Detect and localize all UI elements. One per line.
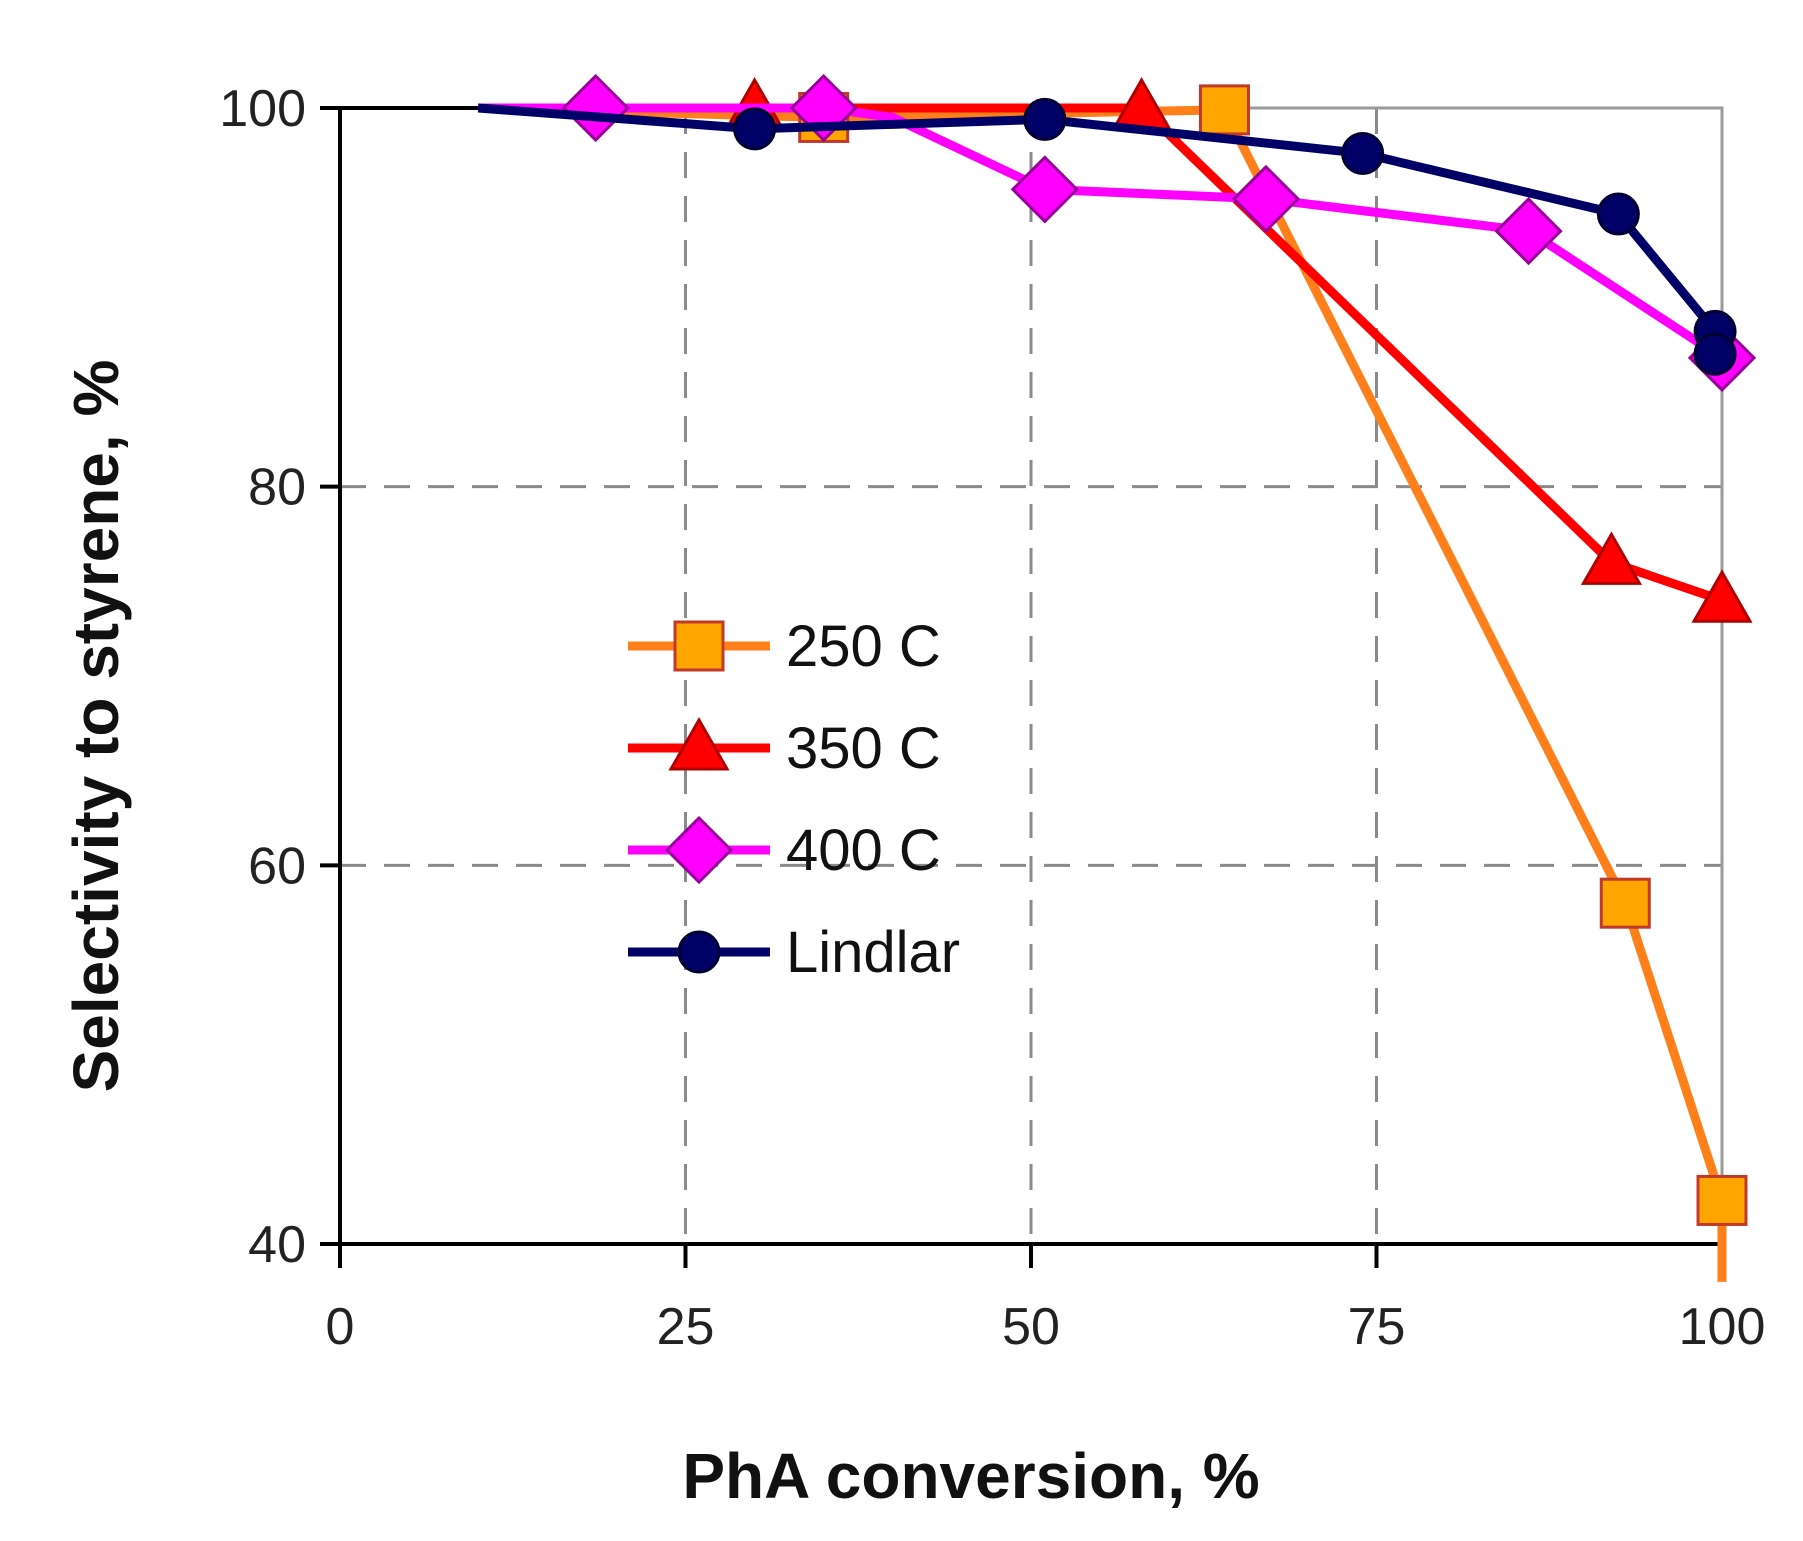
series-350-c [478,76,1753,623]
legend: 250 C 350 C 400 C Lindlar [628,614,960,985]
legend-item: Lindlar [628,920,960,985]
grid-lines [340,108,1722,1244]
x-tick-label: 100 [1679,1298,1766,1356]
series-line [478,103,1725,362]
data-point [1596,192,1640,236]
series-line [478,103,1727,1282]
data-point [561,73,630,143]
x-tick-label: 50 [1002,1298,1060,1356]
data-point [1580,531,1643,585]
x-tick-label: 75 [1348,1298,1406,1356]
data-point [1010,155,1079,224]
y-tick-label: 60 [248,837,306,895]
data-point [1198,84,1250,136]
data-point [1231,164,1301,234]
data-point [1693,332,1737,376]
data-point [1599,877,1651,929]
legend-marker [668,716,730,771]
legend-marker [677,930,721,974]
tick-labels: 40 60 80 100 0 25 50 75 100 [219,80,1765,1356]
data-point [1341,131,1385,175]
legend-label: Lindlar [786,920,960,985]
legend-label: 350 C [786,716,941,781]
legend-marker [673,620,725,672]
legend-item: 350 C [628,716,941,781]
y-tick-label: 100 [219,80,306,138]
data-point [1691,569,1753,623]
legend-marker [664,815,734,885]
y-tick-label: 40 [248,1216,306,1274]
series-group [477,73,1757,1282]
x-axis-title: PhA conversion, % [682,1440,1259,1512]
data-point [733,107,777,151]
x-tick-label: 25 [657,1298,715,1356]
series-line [478,103,1724,605]
x-tick-label: 0 [326,1298,355,1356]
y-tick-label: 80 [248,459,306,517]
legend-item: 250 C [628,614,941,679]
data-point [1494,196,1563,266]
series-250-c [478,84,1748,1282]
data-point [1023,97,1067,141]
legend-label: 400 C [786,818,941,883]
legend-item: 400 C [628,815,941,885]
legend-label: 250 C [786,614,941,679]
series-lindlar [477,97,1737,376]
data-point [1696,1174,1748,1226]
y-axis-title: Selectivity to styrene, % [60,360,132,1093]
